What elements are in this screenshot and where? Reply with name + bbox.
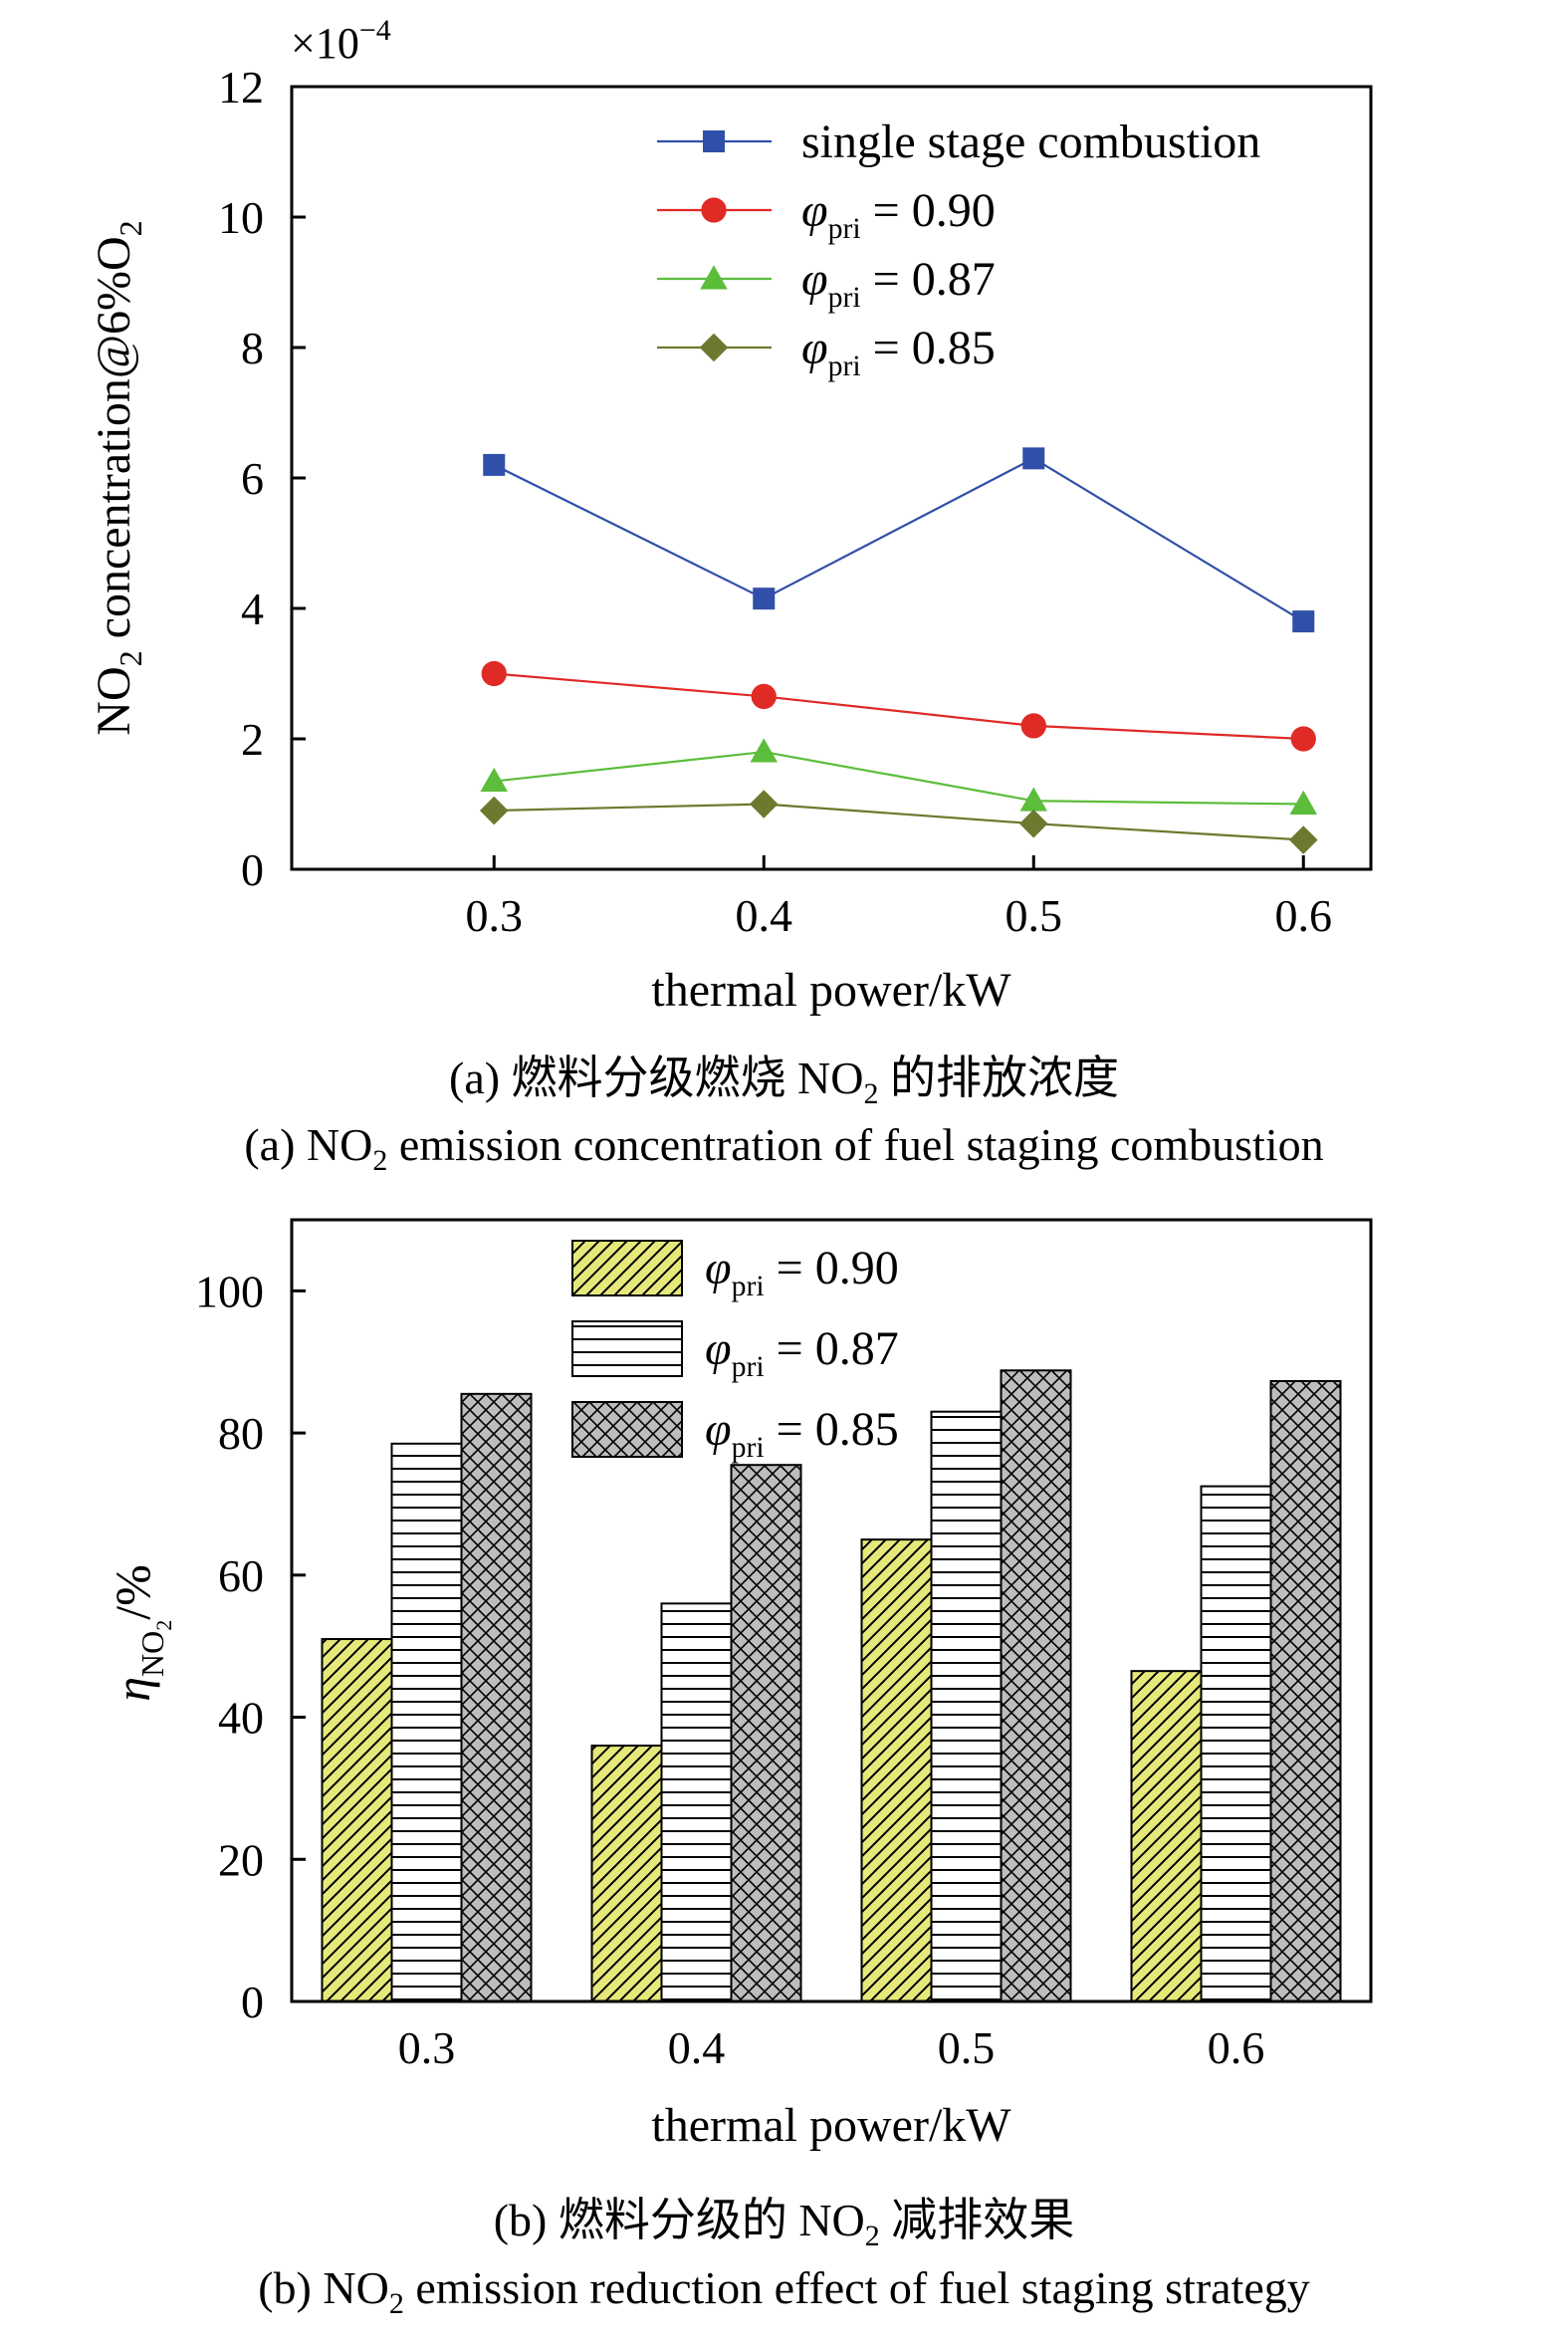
panel-b-bar — [321, 1638, 393, 2002]
panel-b-legend-swatch — [571, 1320, 683, 1377]
panel-b-bar — [1130, 1670, 1203, 2002]
panel-b-plot-frame — [290, 1218, 1373, 2003]
panel-a-legend-marker — [699, 333, 729, 362]
panel-a-y-tick-label: 0 — [241, 844, 264, 895]
panel-a-data-point — [751, 683, 777, 710]
panel-b-x-tick-label: 0.5 — [938, 2022, 996, 2073]
panel-a-legend-marker — [700, 265, 728, 290]
caption-a-chinese: (a) 燃料分级燃烧 NO2 的排放浓度 — [449, 1053, 1119, 1111]
panel-b-y-tick-labels: 0 20 40 60 80 100 — [195, 1266, 264, 2027]
panel-a-plot-frame — [290, 85, 1373, 871]
panel-a-series-line — [494, 803, 1304, 841]
panel-a-data-point — [480, 767, 508, 793]
panel-a-y-tick-label: 2 — [241, 714, 264, 765]
panel-a-data-point — [750, 738, 778, 763]
panel-b-bar — [660, 1602, 733, 2002]
panel-b-legend-label: φpri = 0.85 — [705, 1403, 899, 1464]
panel-b-bar — [590, 1745, 663, 2003]
panel-a-y-tick-label: 4 — [241, 584, 264, 634]
panel-b-legend-swatch — [571, 1240, 683, 1296]
panel-b-y-axis-label: ηNO2/% — [105, 1564, 176, 1702]
panel-b-x-tick-label: 0.6 — [1208, 2022, 1265, 2073]
panel-b-bar-chart: 0 20 40 60 80 100 0.3 0.4 0.5 0.6 ηNO2/% thermal… — [105, 1218, 1373, 2152]
panel-b-bar — [390, 1442, 463, 2002]
caption-b-english: (b) NO2 emission reduction effect of fue… — [258, 2262, 1310, 2321]
panel-b-bar — [1000, 1369, 1072, 2002]
panel-b-y-tick-label: 80 — [218, 1408, 264, 1459]
panel-a-axis-ticks — [292, 85, 1305, 871]
panel-b-x-tick-labels: 0.3 0.4 0.5 0.6 — [398, 2022, 1265, 2073]
panel-a-line-chart: 0 2 4 6 8 10 12 0.3 0.4 0.5 0.6 ×10−4 NO2 concent… — [88, 14, 1373, 1017]
panel-a-data-point — [479, 796, 509, 825]
panel-a-x-tick-label: 0.3 — [466, 890, 524, 941]
panel-a-data-point — [749, 790, 779, 819]
panel-b-legend-swatch — [571, 1401, 683, 1458]
panel-a-legend-label: φpri = 0.87 — [801, 253, 996, 314]
panel-a-x-tick-label: 0.5 — [1006, 890, 1063, 941]
panel-b-bar — [1200, 1485, 1272, 2002]
panel-a-legend-label: φpri = 0.90 — [801, 184, 996, 245]
panel-b-legend-label: φpri = 0.87 — [705, 1322, 899, 1383]
panel-a-data-point — [481, 660, 507, 687]
panel-b-bar — [860, 1538, 933, 2002]
panel-b-axis-ticks — [292, 1289, 306, 2003]
panel-a-data-point — [1022, 447, 1045, 470]
panel-a-data-point — [1020, 713, 1046, 739]
panel-b-bar — [460, 1392, 533, 2003]
panel-a-y-tick-label: 12 — [218, 62, 264, 113]
panel-a-x-tick-label: 0.4 — [736, 890, 793, 941]
panel-b-bars — [321, 1369, 1342, 2003]
panel-a-x-tick-labels: 0.3 0.4 0.5 0.6 — [466, 890, 1333, 941]
caption-a-english: (a) NO2 emission concentration of fuel s… — [244, 1119, 1324, 1178]
panel-a-scale-label: ×10−4 — [291, 14, 391, 68]
panel-b-y-tick-label: 0 — [241, 1977, 264, 2027]
panel-a-series-line — [493, 457, 1304, 623]
panel-a-legend-label: φpri = 0.85 — [801, 322, 996, 382]
panel-a-y-axis-label: NO2 concentration@6%O2 — [88, 220, 148, 735]
panel-b-y-tick-label: 100 — [195, 1266, 264, 1316]
panel-a-data-point — [753, 587, 776, 610]
panel-a-data-point — [1290, 726, 1316, 752]
panel-a-data-point — [1292, 610, 1315, 633]
panel-b-y-tick-label: 20 — [218, 1834, 264, 1885]
panel-a-x-tick-label: 0.6 — [1275, 890, 1333, 941]
panel-a-y-tick-labels: 0 2 4 6 8 10 12 — [218, 62, 264, 895]
panel-a-legend-label: single stage combustion — [801, 116, 1260, 168]
panel-b-bar — [930, 1410, 1003, 2002]
panel-b-legend-label: φpri = 0.90 — [705, 1242, 899, 1302]
panel-a-y-tick-label: 10 — [218, 192, 264, 243]
panel-a-data-point — [1288, 825, 1318, 854]
panel-a-y-tick-label: 8 — [241, 323, 264, 373]
panel-b-legend: φpri = 0.90 φpri = 0.87 φpri = 0.85 — [571, 1240, 899, 1464]
panel-b-bar — [730, 1464, 802, 2003]
panel-a-legend: single stage combustion φpri = 0.90 φpri =… — [657, 116, 1260, 382]
caption-b-chinese: (b) 燃料分级的 NO2 减排效果 — [493, 2195, 1075, 2253]
panel-b-x-axis-label: thermal power/kW — [651, 2099, 1011, 2152]
panel-a-series-line — [494, 672, 1304, 741]
panel-b-bar — [1269, 1379, 1342, 2002]
panel-a-legend-marker — [701, 197, 727, 223]
panel-b-y-tick-label: 40 — [218, 1693, 264, 1744]
panel-a-data-point — [483, 453, 506, 476]
panel-b-x-tick-label: 0.3 — [398, 2022, 456, 2073]
panel-a-data-point — [1289, 790, 1317, 815]
panel-a-series-line — [494, 750, 1304, 806]
panel-a-series — [479, 447, 1318, 854]
panel-b-y-tick-label: 60 — [218, 1550, 264, 1601]
panel-a-data-point — [1019, 787, 1047, 812]
panel-b-x-tick-label: 0.4 — [668, 2022, 726, 2073]
panel-a-legend-marker — [703, 130, 725, 152]
panel-a-data-point — [1018, 809, 1048, 838]
panel-a-y-tick-label: 6 — [241, 453, 264, 504]
panel-a-x-axis-label: thermal power/kW — [651, 964, 1011, 1017]
